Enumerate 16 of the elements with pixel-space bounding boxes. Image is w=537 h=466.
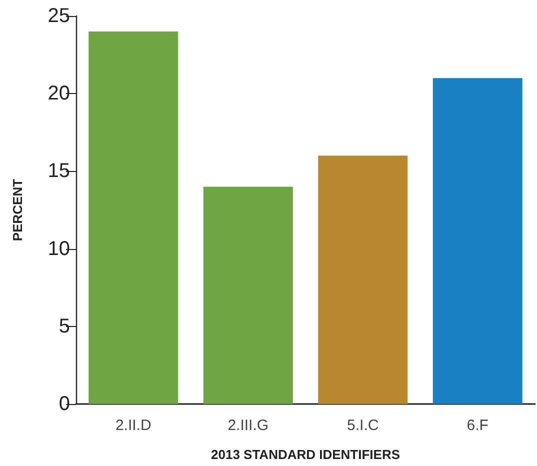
bar bbox=[203, 186, 293, 404]
x-tick-label: 6.F bbox=[466, 417, 488, 434]
bar bbox=[432, 78, 522, 404]
y-tick-label: 20 bbox=[48, 82, 70, 105]
x-tick-label: 2.III.G bbox=[228, 417, 269, 434]
y-axis-title: PERCENT bbox=[10, 178, 25, 242]
y-tick-label: 25 bbox=[48, 5, 70, 27]
bar bbox=[318, 156, 408, 404]
y-tick-label: 10 bbox=[48, 238, 70, 260]
y-tick-label: 0 bbox=[58, 393, 70, 415]
x-tick-label: 2.II.D bbox=[115, 417, 152, 434]
bar bbox=[88, 32, 178, 404]
y-tick-label: 5 bbox=[58, 315, 70, 338]
y-tick-label: 15 bbox=[48, 160, 70, 182]
x-tick-label: 5.I.C bbox=[347, 417, 379, 434]
x-axis-title: 2013 STANDARD IDENTIFIERS bbox=[210, 447, 400, 462]
